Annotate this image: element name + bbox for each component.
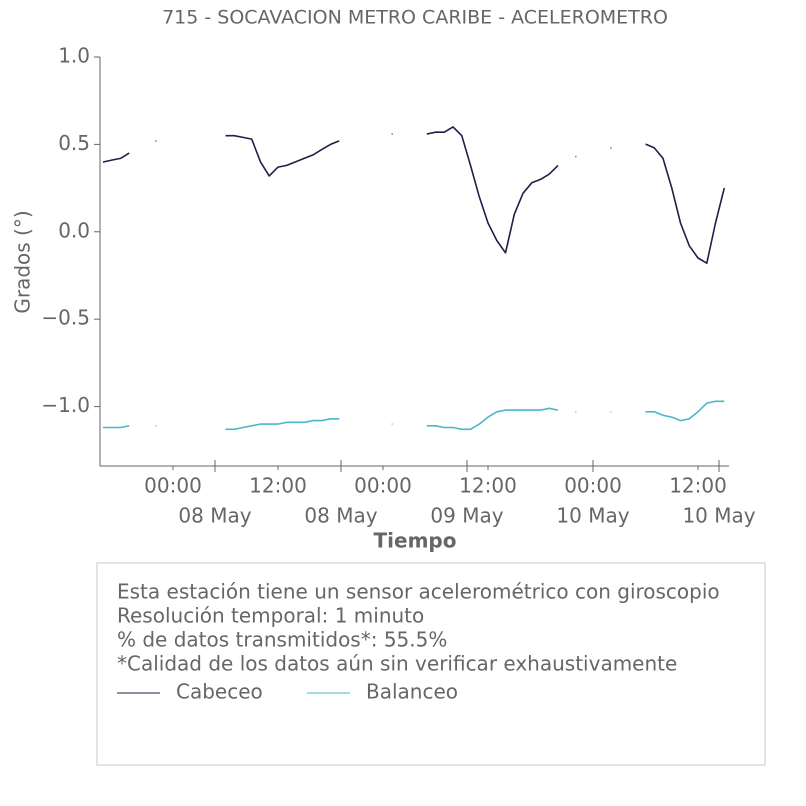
y-tick-label: 1.0 [58, 44, 90, 68]
x-axis-label: Tiempo [374, 529, 457, 553]
series-line [103, 400, 725, 431]
info-line: % de datos transmitidos*: 55.5% [117, 628, 447, 652]
y-tick-label: 0.5 [58, 131, 90, 155]
x-major-tick-label: 09 May [430, 504, 503, 528]
y-tick-label: −0.5 [41, 306, 90, 330]
legend-label: Balanceo [366, 680, 458, 704]
x-tick-label: 12:00 [669, 474, 727, 498]
x-major-tick-label: 08 May [304, 504, 377, 528]
info-line: *Calidad de los datos aún sin verificar … [117, 652, 677, 676]
legend-label: Cabeceo [176, 680, 263, 704]
y-tick-label: −1.0 [41, 393, 90, 417]
info-line: Esta estación tiene un sensor aceleromét… [117, 580, 720, 604]
chart-title: 715 - SOCAVACION METRO CARIBE - ACELEROM… [162, 7, 668, 29]
y-axis-label: Grados (°) [11, 210, 35, 313]
x-major-tick-label: 10 May [556, 504, 629, 528]
x-major-tick-label: 10 May [682, 504, 755, 528]
x-tick-label: 00:00 [354, 474, 412, 498]
x-tick-label: 12:00 [249, 474, 307, 498]
info-line: Resolución temporal: 1 minuto [117, 604, 424, 628]
info-box [96, 562, 766, 766]
x-major-tick-label: 08 May [178, 504, 251, 528]
x-tick-label: 12:00 [459, 474, 517, 498]
x-tick-label: 00:00 [144, 474, 202, 498]
x-tick-label: 00:00 [564, 474, 622, 498]
series-line [103, 126, 726, 264]
y-tick-label: 0.0 [58, 218, 90, 242]
